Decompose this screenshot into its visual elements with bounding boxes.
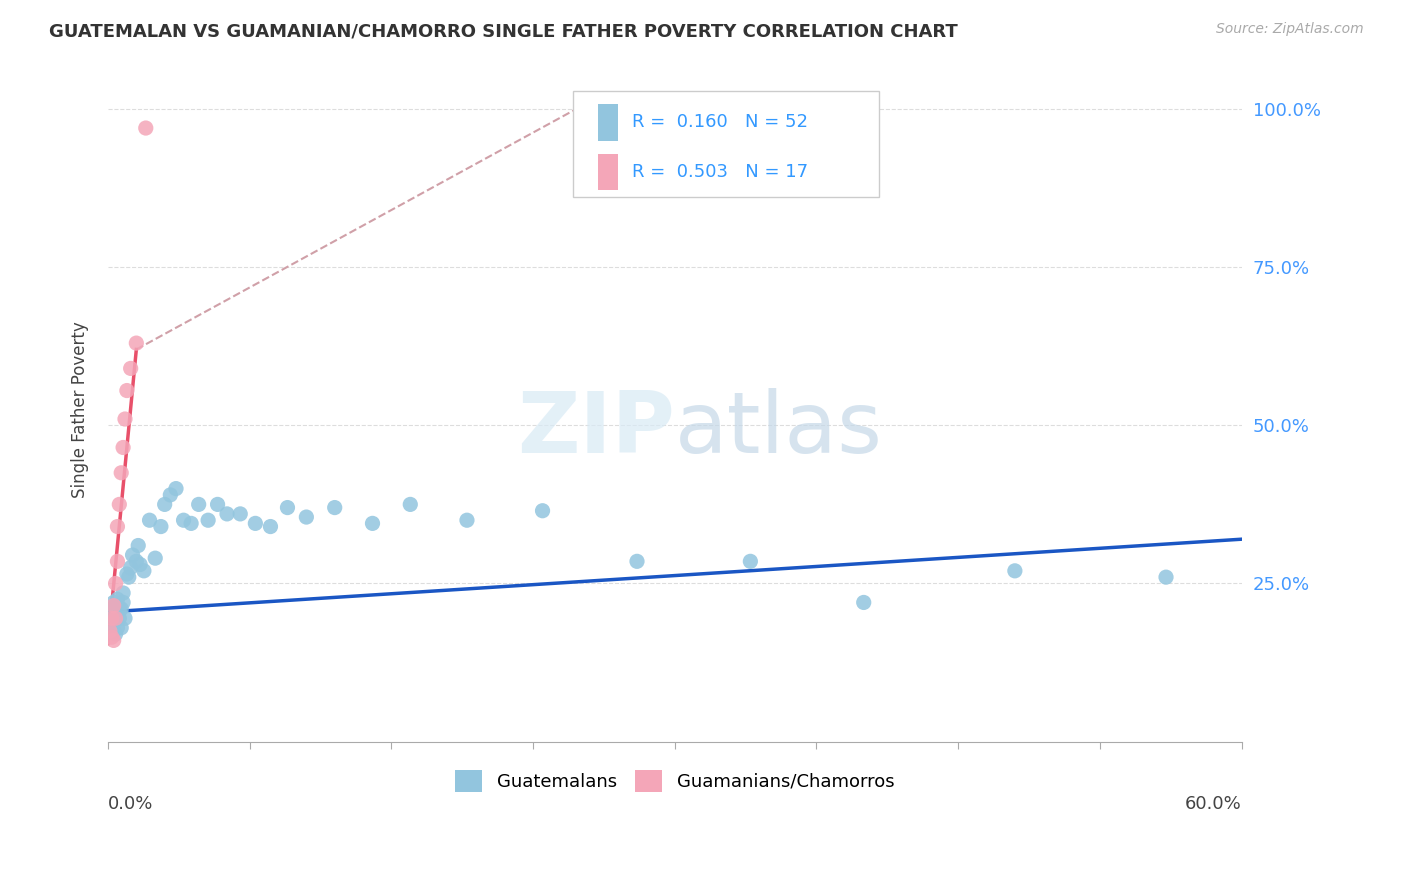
Point: [100, 630, 122, 644]
Point: [456, 513, 478, 527]
Point: [112, 586, 135, 600]
Point: [104, 576, 127, 591]
Text: 0.0%: 0.0%: [108, 795, 153, 813]
Point: [107, 621, 129, 635]
Point: [129, 558, 152, 572]
Point: [110, 466, 132, 480]
Point: [153, 497, 176, 511]
FancyBboxPatch shape: [572, 91, 879, 197]
Point: [108, 601, 131, 615]
Point: [114, 412, 136, 426]
Point: [295, 510, 318, 524]
Point: [399, 497, 422, 511]
Point: [108, 497, 131, 511]
Point: [104, 611, 127, 625]
Point: [852, 595, 875, 609]
Point: [114, 611, 136, 625]
Point: [120, 361, 142, 376]
FancyBboxPatch shape: [598, 153, 619, 190]
Point: [215, 507, 238, 521]
Text: 60.0%: 60.0%: [1185, 795, 1241, 813]
Point: [531, 504, 554, 518]
Point: [276, 500, 298, 515]
Point: [107, 519, 129, 533]
Point: [104, 627, 127, 641]
Point: [107, 592, 129, 607]
Point: [103, 599, 125, 613]
Point: [165, 482, 187, 496]
Point: [740, 554, 762, 568]
Point: [112, 441, 135, 455]
Point: [229, 507, 252, 521]
Point: [104, 599, 127, 613]
Point: [98, 608, 121, 623]
Y-axis label: Single Father Poverty: Single Father Poverty: [72, 321, 89, 498]
Point: [132, 564, 155, 578]
Point: [115, 384, 138, 398]
Point: [1004, 564, 1026, 578]
Point: [323, 500, 346, 515]
Point: [103, 633, 125, 648]
Point: [120, 560, 142, 574]
Point: [187, 497, 209, 511]
Point: [159, 488, 181, 502]
Point: [118, 570, 141, 584]
Text: Source: ZipAtlas.com: Source: ZipAtlas.com: [1216, 22, 1364, 37]
Point: [207, 497, 229, 511]
Point: [104, 611, 127, 625]
Point: [245, 516, 267, 531]
Point: [110, 621, 132, 635]
Point: [103, 595, 125, 609]
Point: [1154, 570, 1177, 584]
Point: [121, 548, 143, 562]
Point: [125, 336, 148, 351]
Text: ZIP: ZIP: [517, 388, 675, 471]
Point: [626, 554, 648, 568]
Point: [197, 513, 219, 527]
Legend: Guatemalans, Guamanians/Chamorros: Guatemalans, Guamanians/Chamorros: [449, 763, 901, 799]
Point: [138, 513, 160, 527]
FancyBboxPatch shape: [598, 104, 619, 141]
Text: GUATEMALAN VS GUAMANIAN/CHAMORRO SINGLE FATHER POVERTY CORRELATION CHART: GUATEMALAN VS GUAMANIAN/CHAMORRO SINGLE …: [49, 22, 957, 40]
Point: [107, 554, 129, 568]
Text: R =  0.503   N = 17: R = 0.503 N = 17: [631, 163, 808, 181]
Point: [259, 519, 281, 533]
Text: atlas: atlas: [675, 388, 883, 471]
Point: [361, 516, 384, 531]
Point: [149, 519, 172, 533]
Point: [127, 539, 149, 553]
Point: [103, 624, 125, 638]
Point: [110, 601, 132, 615]
Point: [112, 595, 135, 609]
Point: [135, 121, 157, 136]
Point: [108, 611, 131, 625]
Point: [143, 551, 166, 566]
Point: [173, 513, 195, 527]
Point: [100, 611, 122, 625]
Point: [100, 617, 122, 632]
Point: [115, 566, 138, 581]
Point: [125, 554, 148, 568]
Point: [180, 516, 202, 531]
Point: [98, 624, 121, 638]
Point: [100, 601, 122, 615]
Text: R =  0.160   N = 52: R = 0.160 N = 52: [631, 113, 807, 131]
